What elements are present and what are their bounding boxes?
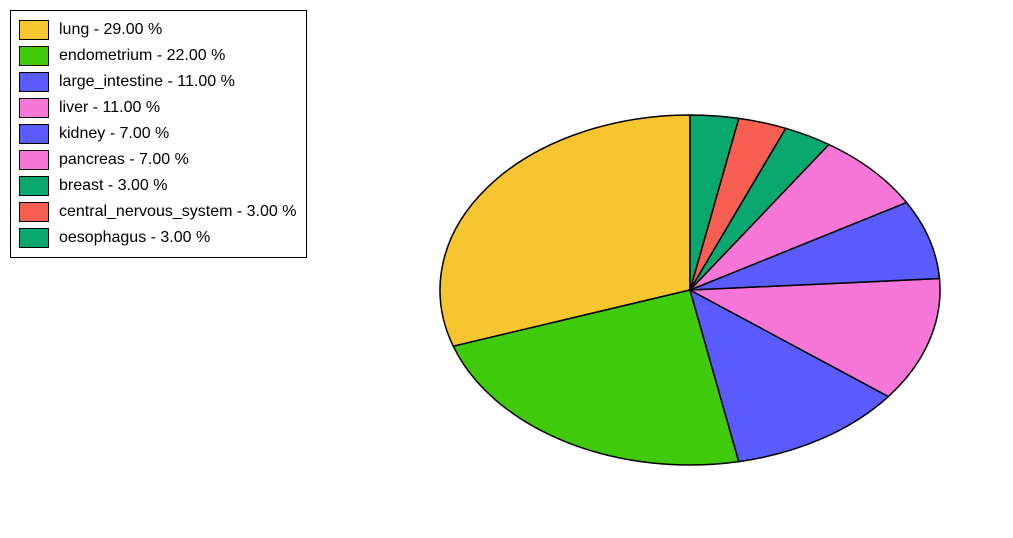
legend-label: liver - 11.00 % <box>59 99 160 117</box>
legend-item: liver - 11.00 % <box>19 95 296 121</box>
legend-label: oesophagus - 3.00 % <box>59 229 210 247</box>
legend-item: kidney - 7.00 % <box>19 121 296 147</box>
legend-item: breast - 3.00 % <box>19 173 296 199</box>
legend-label: lung - 29.00 % <box>59 21 162 39</box>
legend-item: central_nervous_system - 3.00 % <box>19 199 296 225</box>
legend-label: endometrium - 22.00 % <box>59 47 225 65</box>
pie-chart <box>430 110 950 470</box>
legend-item: endometrium - 22.00 % <box>19 43 296 69</box>
legend-swatch <box>19 72 49 92</box>
legend-label: large_intestine - 11.00 % <box>59 73 235 91</box>
legend-label: central_nervous_system - 3.00 % <box>59 203 296 221</box>
legend-swatch <box>19 98 49 118</box>
legend-item: oesophagus - 3.00 % <box>19 225 296 251</box>
legend-swatch <box>19 20 49 40</box>
legend-swatch <box>19 150 49 170</box>
legend-item: lung - 29.00 % <box>19 17 296 43</box>
legend-label: kidney - 7.00 % <box>59 125 169 143</box>
legend-item: large_intestine - 11.00 % <box>19 69 296 95</box>
legend-swatch <box>19 202 49 222</box>
legend-label: breast - 3.00 % <box>59 177 168 195</box>
legend-swatch <box>19 176 49 196</box>
legend-item: pancreas - 7.00 % <box>19 147 296 173</box>
legend-label: pancreas - 7.00 % <box>59 151 189 169</box>
legend-swatch <box>19 46 49 66</box>
legend-box: lung - 29.00 % endometrium - 22.00 % large… <box>10 10 307 258</box>
legend-swatch <box>19 228 49 248</box>
legend-swatch <box>19 124 49 144</box>
